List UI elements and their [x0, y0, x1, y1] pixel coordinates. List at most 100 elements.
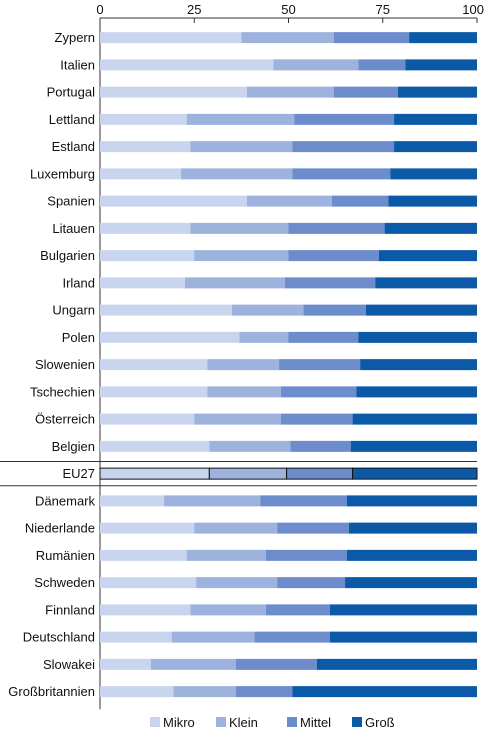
- bar-luxemburg-mittel: [292, 168, 391, 180]
- bar-slowenien-gross: [360, 359, 477, 371]
- bar-niederlande-mittel: [277, 522, 349, 534]
- bar-ungarn-klein: [231, 304, 304, 316]
- bar-estland-mittel: [292, 141, 395, 153]
- bar-bulgarien-gross: [378, 250, 477, 262]
- bar-portugal-mittel: [333, 86, 398, 98]
- bar-slowakei-mittel: [235, 658, 317, 670]
- bar-grossbritannien-klein: [173, 686, 236, 698]
- legend-swatch-mikro: [150, 717, 160, 727]
- bar-irland-klein: [184, 277, 285, 289]
- bar-lettland-mittel: [294, 113, 395, 125]
- bar-luxemburg-mikro: [100, 168, 182, 180]
- bar-lettland-klein: [186, 113, 295, 125]
- category-label-portugal: Portugal: [47, 85, 96, 100]
- x-tick-label: 100: [462, 2, 484, 17]
- bar-niederlande-gross: [348, 522, 477, 534]
- bar-spanien-mikro: [100, 195, 248, 207]
- bar-slowenien-mikro: [100, 359, 208, 371]
- bar-ungarn-mittel: [303, 304, 366, 316]
- category-label-polen: Polen: [62, 330, 95, 345]
- bar-tschechien-klein: [207, 386, 281, 398]
- bar-oesterreich-mittel: [280, 413, 353, 425]
- legend-label-mikro: Mikro: [163, 715, 195, 730]
- bar-grossbritannien-mittel: [235, 686, 293, 698]
- bar-litauen-mittel: [288, 222, 385, 234]
- bar-slowakei-gross: [316, 658, 477, 670]
- bar-eu27-mikro: [99, 467, 210, 480]
- bar-spanien-klein: [247, 195, 332, 207]
- category-label-estland: Estland: [52, 139, 95, 154]
- legend-label-klein: Klein: [229, 715, 258, 730]
- bar-eu27-klein: [208, 467, 288, 480]
- bar-bulgarien-klein: [194, 250, 289, 262]
- bar-deutschland-mittel: [254, 631, 330, 643]
- bar-belgien-mikro: [100, 440, 210, 452]
- category-label-rumaenien: Rumänien: [36, 548, 95, 563]
- category-label-litauen: Litauen: [52, 221, 95, 236]
- bar-rumaenien-mikro: [100, 549, 187, 561]
- category-label-slowenien: Slowenien: [35, 357, 95, 372]
- category-label-luxemburg: Luxemburg: [30, 166, 95, 181]
- bar-schweden-mittel: [277, 577, 346, 589]
- x-axis: 0 25 50 75 100: [96, 2, 484, 710]
- bar-deutschland-gross: [329, 631, 477, 643]
- bar-slowenien-klein: [207, 359, 280, 371]
- x-tick-label: 50: [281, 2, 295, 17]
- bar-estland-klein: [190, 141, 293, 153]
- bar-niederlande-klein: [194, 522, 278, 534]
- bar-polen-gross: [358, 331, 477, 343]
- bar-irland-gross: [375, 277, 477, 289]
- bar-lettland-gross: [394, 113, 477, 125]
- category-label-grossbritannien: Großbritannien: [8, 684, 95, 699]
- bar-luxemburg-klein: [181, 168, 293, 180]
- bar-italien-gross: [405, 59, 477, 71]
- bar-belgien-mittel: [290, 440, 351, 452]
- bar-italien-mikro: [100, 59, 274, 71]
- bar-belgien-gross: [350, 440, 477, 452]
- bar-estland-gross: [394, 141, 477, 153]
- bar-lettland-mikro: [100, 113, 187, 125]
- x-tick-label: 0: [96, 2, 103, 17]
- bar-litauen-mikro: [100, 222, 191, 234]
- bar-portugal-mikro: [100, 86, 248, 98]
- x-tick-label: 25: [187, 2, 201, 17]
- category-label-niederlande: Niederlande: [25, 521, 95, 536]
- bar-slowakei-klein: [150, 658, 236, 670]
- bar-eu27-gross: [352, 467, 478, 480]
- bar-niederlande-mikro: [100, 522, 195, 534]
- bar-oesterreich-mikro: [100, 413, 195, 425]
- bar-oesterreich-gross: [352, 413, 477, 425]
- category-label-slowakei: Slowakei: [43, 657, 95, 672]
- bar-deutschland-klein: [171, 631, 255, 643]
- legend-swatch-mittel: [287, 717, 297, 727]
- category-label-ungarn: Ungarn: [52, 303, 95, 318]
- bar-irland-mikro: [100, 277, 185, 289]
- bar-tschechien-mikro: [100, 386, 208, 398]
- category-label-daenemark: Dänemark: [35, 493, 95, 508]
- category-label-irland: Irland: [62, 275, 95, 290]
- bar-italien-klein: [273, 59, 359, 71]
- bar-zypern-mikro: [100, 32, 242, 44]
- legend-swatch-gross: [352, 717, 362, 727]
- bar-irland-mittel: [284, 277, 376, 289]
- bar-spanien-mittel: [331, 195, 389, 207]
- bar-schweden-klein: [196, 577, 278, 589]
- legend: Mikro Klein Mittel Groß: [150, 715, 395, 730]
- category-label-oesterreich: Österreich: [35, 412, 95, 427]
- category-label-schweden: Schweden: [34, 575, 95, 590]
- bar-eu27-mittel: [286, 467, 354, 480]
- bar-daenemark-klein: [164, 495, 261, 507]
- bars: [0, 32, 478, 698]
- category-label-finnland: Finnland: [45, 602, 95, 617]
- bar-tschechien-mittel: [280, 386, 357, 398]
- bar-estland-mikro: [100, 141, 191, 153]
- bar-belgien-klein: [209, 440, 291, 452]
- bar-daenemark-gross: [346, 495, 477, 507]
- bar-zypern-gross: [409, 32, 477, 44]
- category-label-bulgarien: Bulgarien: [40, 248, 95, 263]
- category-labels: Zypern Italien Portugal Lettland Estland Luxe…: [8, 30, 95, 699]
- bar-finnland-mittel: [265, 604, 330, 616]
- legend-label-mittel: Mittel: [300, 715, 331, 730]
- x-tick-label: 75: [376, 2, 390, 17]
